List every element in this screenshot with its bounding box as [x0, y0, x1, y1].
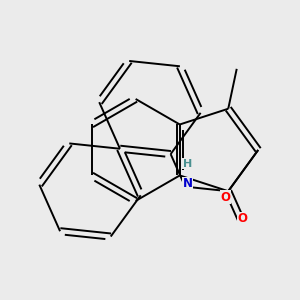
Text: N: N: [183, 177, 193, 190]
Text: H: H: [183, 159, 192, 169]
Text: O: O: [221, 191, 231, 204]
Text: O: O: [238, 212, 248, 225]
